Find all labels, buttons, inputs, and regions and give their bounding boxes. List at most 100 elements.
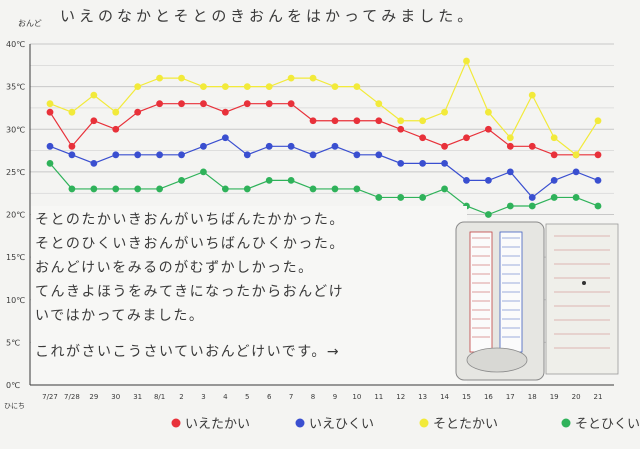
data-point: [463, 57, 470, 65]
data-point: [134, 108, 142, 116]
x-tick-label: 8/1: [154, 393, 165, 401]
data-point: [550, 177, 558, 184]
data-point: [68, 142, 76, 150]
data-point: [287, 142, 295, 150]
data-point: [550, 151, 558, 159]
x-tick-label: 4: [223, 393, 228, 401]
series-line-4: [49, 162, 599, 216]
data-point: [441, 142, 448, 150]
y-tick-label: 15℃: [6, 253, 25, 262]
data-point: [178, 74, 185, 82]
data-point: [178, 100, 185, 108]
note-line: おんどけいをみるのがむずかしかった。: [35, 260, 314, 276]
data-point: [528, 142, 536, 150]
data-point: [441, 159, 448, 167]
data-point: [156, 100, 164, 108]
data-point: [397, 194, 405, 201]
data-point: [550, 134, 558, 142]
data-point: [309, 151, 317, 159]
data-point: [331, 83, 339, 91]
data-point: [506, 168, 514, 176]
data-point: [309, 185, 317, 193]
y-tick-label: 10℃: [6, 296, 25, 305]
x-tick-label: 5: [245, 393, 249, 401]
y-tick-label: 35℃: [6, 83, 25, 92]
page-title: いえのなかとそとのきおんをはかってみました。: [60, 7, 476, 25]
data-point: [112, 125, 120, 133]
thermometer-right: [545, 223, 619, 375]
data-point: [221, 83, 229, 91]
series-lines: [46, 57, 602, 218]
data-point: [221, 185, 229, 193]
data-point: [506, 142, 514, 150]
data-point: [287, 74, 295, 82]
x-tick-label: 31: [133, 393, 142, 401]
data-point: [594, 117, 602, 125]
data-point: [331, 142, 339, 150]
data-point: [331, 185, 339, 193]
note-line: これがさいこうさいていおんどけいです。→: [35, 344, 340, 360]
y-axis: 40℃ 35℃ 30℃ 25℃ 20℃ 15℃ 10℃ 5℃ 0℃: [6, 40, 25, 390]
x-tick-label: 14: [440, 393, 449, 401]
y-tick-label: 0℃: [6, 381, 20, 390]
x-unit-label: ひにち: [4, 402, 25, 410]
x-tick-label: 11: [374, 393, 383, 401]
data-point: [265, 177, 273, 184]
data-point: [112, 151, 120, 159]
data-point: [375, 194, 383, 201]
note-line: いではかってみました。: [35, 308, 204, 324]
data-point: [353, 83, 361, 91]
series-line-1: [49, 103, 598, 156]
data-point: [156, 185, 164, 193]
data-point: [156, 151, 164, 159]
data-point: [243, 185, 251, 193]
x-axis: 7/27 7/28 29 30 31 8/1 2 3 4 5 6 7 8 9 10 11 12 13 14 15 16 1…: [42, 393, 602, 401]
x-tick-label: 19: [550, 393, 559, 401]
data-point: [594, 202, 602, 210]
data-point: [200, 168, 207, 176]
data-point: [485, 108, 492, 116]
pin-dot: [582, 281, 586, 285]
notes-panel: [31, 206, 467, 384]
x-tick-label: 17: [506, 393, 515, 401]
data-point: [265, 142, 273, 150]
x-tick-label: 15: [462, 393, 471, 401]
note-line: そとのひくいきおんがいちばんひくかった。: [35, 236, 345, 252]
data-point: [397, 159, 405, 167]
data-point: [572, 168, 580, 176]
x-tick-label: 7/27: [42, 393, 58, 401]
data-point: [419, 134, 427, 142]
data-point: [397, 117, 405, 125]
data-point: [90, 91, 98, 99]
data-point: [485, 125, 492, 133]
x-tick-label: 3: [201, 393, 205, 401]
x-tick-label: 20: [572, 393, 581, 401]
data-point: [441, 108, 448, 116]
x-tick-label: 7/28: [64, 393, 80, 401]
y-tick-label: 5℃: [6, 338, 20, 347]
data-point: [594, 177, 602, 184]
data-point: [156, 74, 164, 82]
data-point: [243, 83, 251, 91]
data-point: [419, 194, 427, 201]
legend-marker: [419, 418, 429, 428]
y-tick-label: 25℃: [6, 168, 25, 177]
x-tick-label: 30: [111, 393, 120, 401]
legend-marker: [561, 418, 571, 428]
data-point: [68, 108, 76, 116]
legend: いえたかい いえひくい そとたかい そとひくい: [171, 417, 640, 432]
data-point: [419, 159, 427, 167]
data-point: [221, 134, 229, 142]
data-point: [200, 83, 207, 91]
data-point: [528, 194, 536, 201]
data-point: [463, 134, 470, 142]
data-point: [353, 151, 361, 159]
data-point: [375, 151, 383, 159]
notes-block: そとのたかいきおんがいちばんたかかった。そとのひくいきおんがいちばんひくかった。…: [31, 206, 467, 384]
data-point: [397, 125, 405, 133]
legend-marker: [295, 418, 305, 428]
data-point: [178, 151, 185, 159]
data-point: [309, 74, 317, 82]
data-point: [375, 100, 383, 108]
